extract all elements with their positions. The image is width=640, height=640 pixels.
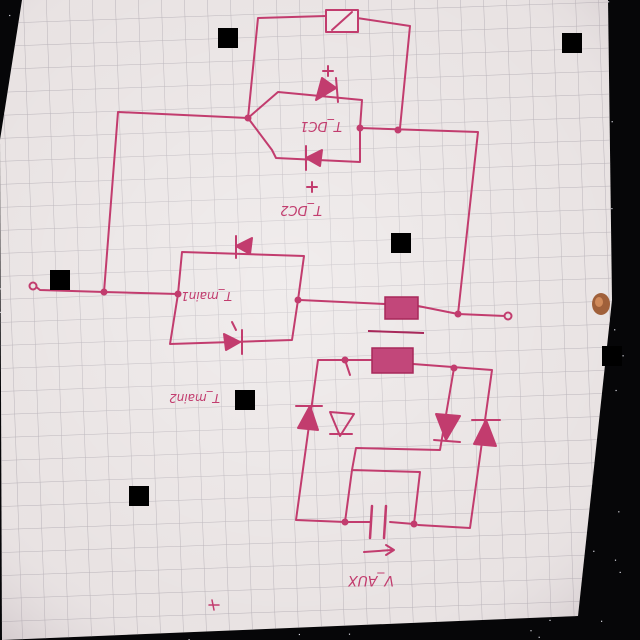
thumbtack-icon xyxy=(592,293,610,315)
capacitor-symbol xyxy=(368,504,388,540)
terminal-symbol xyxy=(28,281,513,321)
star-dot xyxy=(618,511,620,513)
label-top-thyristor-a: T_DC1 xyxy=(300,118,342,133)
star-dot xyxy=(298,633,300,636)
thyristor-symbol xyxy=(471,419,501,447)
star-dot xyxy=(601,620,603,622)
filled-component-top xyxy=(384,296,419,320)
junction-dots-bottom xyxy=(341,356,458,528)
thyristor-symbol xyxy=(305,145,323,193)
diode-symbol xyxy=(295,405,323,431)
top-resistor-branch xyxy=(247,15,411,129)
separator-line xyxy=(367,330,425,334)
star-dot xyxy=(538,636,540,638)
thyristor-symbol xyxy=(235,235,253,259)
star-dot xyxy=(615,389,617,392)
label-left-thyristor-b: T_main2 xyxy=(169,391,220,405)
resistor-symbol xyxy=(325,9,359,33)
thyristor-symbol xyxy=(315,65,339,103)
redaction-squares xyxy=(50,28,622,506)
star-dot xyxy=(348,633,351,635)
label-top-thyristor-b: T_DC2 xyxy=(280,202,322,217)
star-dot xyxy=(619,571,621,573)
thyristor-symbol xyxy=(223,321,243,355)
star-dot xyxy=(593,550,595,552)
star-dot xyxy=(611,208,613,210)
label-left-thyristor-a: T_main1 xyxy=(181,289,232,303)
diode-symbol xyxy=(329,411,355,437)
label-cap: V_AUX xyxy=(348,572,394,588)
star-dot xyxy=(614,329,616,331)
voltage-arrow xyxy=(363,544,395,556)
star-dot xyxy=(9,14,11,17)
star-dot xyxy=(530,630,532,632)
star-dot xyxy=(608,1,610,3)
star-dot xyxy=(611,121,613,123)
star-dot xyxy=(614,559,617,561)
filled-component-bottom xyxy=(371,347,414,374)
diode-symbol xyxy=(433,413,461,443)
star-dot xyxy=(549,619,551,621)
star-dot xyxy=(622,355,624,357)
stray-mark xyxy=(208,599,220,611)
left-thyristor-box xyxy=(103,251,305,345)
